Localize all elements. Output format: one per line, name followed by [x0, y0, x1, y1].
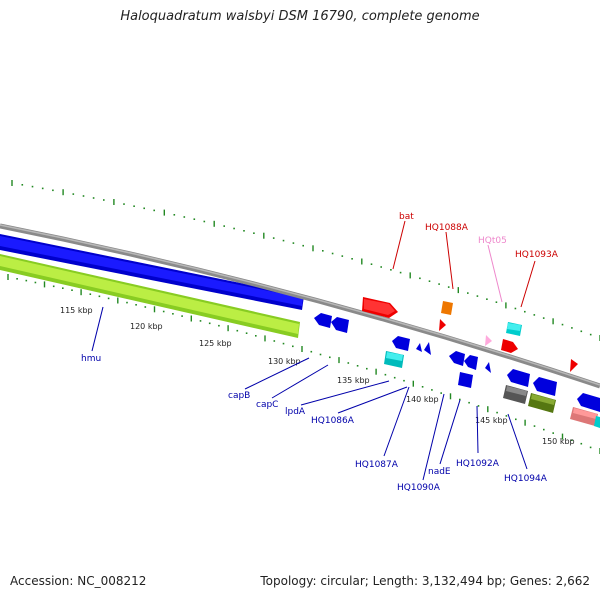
gene-edge-blue[interactable]	[577, 393, 600, 412]
leader-lines	[91, 220, 536, 481]
scale-label: 135 kbp	[337, 376, 370, 385]
map-title: Haloquadratum walsbyi DSM 16790, complet…	[120, 9, 480, 24]
gene-hq1094a[interactable]	[507, 369, 530, 387]
gene-label[interactable]: HQ1090A	[397, 483, 441, 493]
gene-hq1090a[interactable]	[449, 351, 465, 366]
long-feature-bars	[0, 234, 304, 338]
outer-tick-ring	[11, 180, 600, 341]
inner-tick-ring	[7, 274, 600, 454]
gene-capc[interactable]	[331, 317, 349, 333]
gene-label[interactable]: HQ1088A	[425, 223, 469, 233]
scale-label: 130 kbp	[268, 357, 301, 366]
scale-label: 115 kbp	[60, 306, 93, 315]
gene-label[interactable]: lpdA	[285, 407, 306, 417]
gene-capb[interactable]	[314, 313, 332, 328]
gene-edge-cyan[interactable]	[594, 416, 600, 428]
gene-far-red[interactable]	[570, 359, 578, 372]
scale-label: 125 kbp	[199, 339, 232, 348]
scale-label: 120 kbp	[130, 322, 163, 331]
gene-red-arrow[interactable]	[501, 339, 518, 353]
gene-small-blue-1[interactable]	[416, 343, 422, 352]
scale-labels: 115 kbp 120 kbp 125 kbp 130 kbp 135 kbp …	[60, 306, 575, 446]
scale-label: 140 kbp	[406, 395, 439, 404]
scale-label: 145 kbp	[475, 416, 508, 425]
forward-genes	[362, 297, 578, 372]
reverse-gene-labels: hmu capB capC lpdA HQ1086A HQ1087A HQ109…	[81, 354, 548, 493]
gene-label[interactable]: bat	[399, 212, 414, 222]
genome-backbone	[0, 223, 600, 389]
gene-small-blue-2[interactable]	[424, 342, 431, 355]
gene-label[interactable]: HQt05	[478, 236, 507, 246]
gene-label[interactable]: HQ1092A	[456, 459, 500, 469]
gene-label[interactable]: capB	[228, 391, 250, 401]
gene-hqt05[interactable]	[485, 335, 492, 346]
genome-summary-text: Topology: circular; Length: 3,132,494 bp…	[260, 574, 590, 588]
gene-label[interactable]: hmu	[81, 354, 101, 364]
scale-label: 150 kbp	[542, 437, 575, 446]
gene-nade[interactable]	[464, 355, 478, 370]
gene-small-blue-3[interactable]	[485, 362, 491, 373]
gene-label[interactable]: HQ1086A	[311, 416, 355, 426]
reverse-genes	[314, 313, 600, 428]
gene-hq1087a[interactable]	[392, 336, 410, 351]
gene-blue-arrow[interactable]	[533, 377, 557, 396]
gene-label[interactable]: HQ1094A	[504, 474, 548, 484]
gene-small-red[interactable]	[439, 319, 446, 331]
gene-label[interactable]: capC	[256, 400, 278, 410]
gene-label[interactable]: nadE	[428, 467, 451, 477]
gene-hq1088a[interactable]	[441, 301, 453, 315]
gene-label[interactable]: HQ1093A	[515, 250, 559, 260]
forward-gene-labels: bat HQ1088A HQt05 HQ1093A	[399, 212, 559, 260]
gene-label[interactable]: HQ1087A	[355, 460, 399, 470]
gene-hq1092a[interactable]	[458, 372, 473, 388]
accession-text: Accession: NC_008212	[10, 574, 147, 588]
